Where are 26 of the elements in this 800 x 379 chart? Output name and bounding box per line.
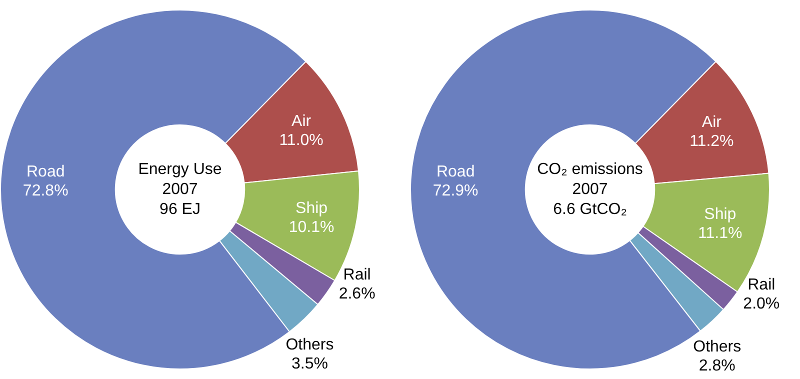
text: Energy Use [138,160,222,178]
data-label: 72.9% [432,182,478,200]
slice-label: Ship [296,200,328,218]
slice-label: Ship [704,206,736,223]
data-label: 3.5% [292,356,328,373]
data-label: 2.0% [743,295,780,312]
data-label: 2.8% [698,358,736,375]
data-label: 2.6% [338,286,376,303]
data-label: 10.1% [288,219,334,236]
slice-label: Others [286,336,334,354]
data-label: 11.2% [690,132,734,150]
slice-label: Rail [748,276,776,294]
slice-label: Air [292,113,312,130]
text: 2007 [162,180,198,198]
data-label: 11.0% [279,132,324,150]
slice-label: Road [26,163,65,180]
text: 6.6 GtCO₂ [553,200,627,218]
slice-label: Others [693,338,742,356]
text: CO₂ emissions [537,160,643,178]
slice-label: Road [436,164,475,181]
slice-label: Rail [343,266,371,284]
slice-label: Air [702,114,722,131]
data-label: 11.1% [698,224,742,242]
data-label: 72.8% [22,182,68,200]
text: 96 EJ [160,200,200,218]
text: 2007 [572,180,608,198]
